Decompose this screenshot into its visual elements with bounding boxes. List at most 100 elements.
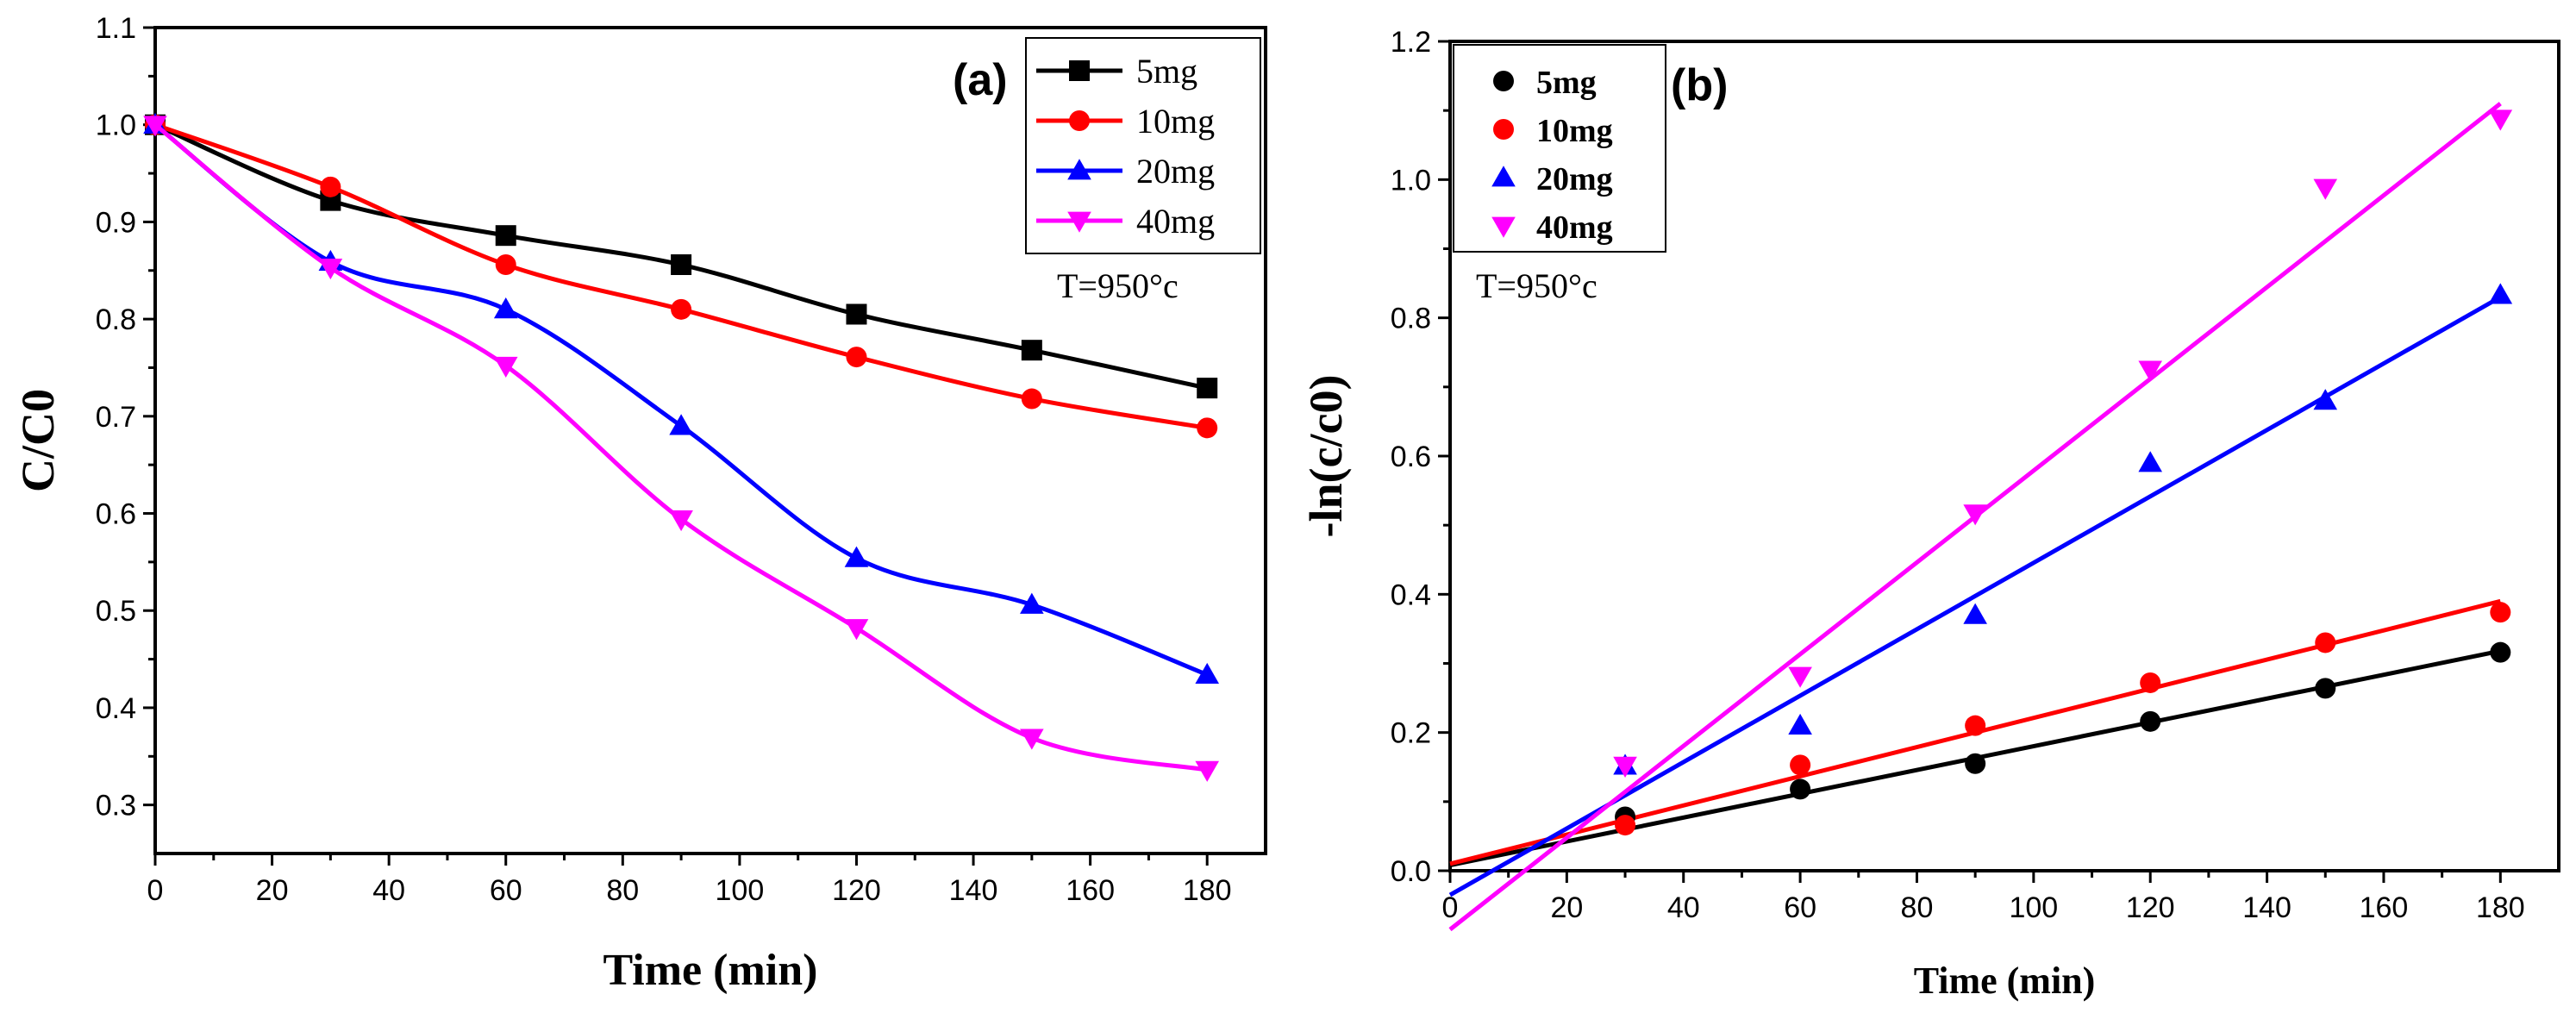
data-point [2313, 389, 2338, 410]
x-tick-label: 140 [949, 874, 998, 907]
data-point [2315, 632, 2336, 653]
y-tick-label: 0.3 [96, 790, 136, 822]
x-tick-label: 20 [1550, 891, 1583, 924]
data-point [2140, 672, 2161, 693]
legend-label: 40mg [1536, 209, 1613, 246]
panel-b-chart: 0 20 40 60 80 100 120 140 160 180 0.0 0.2 0.4 0.6 0.8 1… [1300, 26, 2560, 1002]
y-axis-label: C/C0 [12, 389, 64, 492]
y-tick-label: 0.0 [1391, 855, 1431, 888]
data-point [2490, 602, 2511, 623]
data-point [2138, 451, 2163, 472]
x-tick-label: 80 [1901, 891, 1934, 924]
y-tick-label: 1.0 [96, 109, 136, 142]
y-tick-label: 0.7 [96, 401, 136, 434]
data-point [1965, 715, 1986, 736]
x-tick-label: 160 [2360, 891, 2409, 924]
x-tick-label: 40 [372, 874, 405, 907]
panel-label: (a) [953, 55, 1008, 105]
x-tick-label: 140 [2242, 891, 2292, 924]
data-point [1963, 504, 1987, 526]
data-point [1020, 592, 1044, 614]
data-point [1197, 417, 1218, 439]
data-point [1788, 666, 1812, 688]
data-point [1195, 760, 1220, 782]
data-point [318, 259, 343, 280]
y-tick-label: 0.6 [96, 498, 136, 531]
data-point [2313, 178, 2338, 200]
legend-label: 20mg [1536, 161, 1613, 197]
legend: 5mg 10mg 20mg 40mg [1025, 37, 1261, 254]
data-point [1195, 662, 1220, 684]
legend-swatch-marker [1069, 60, 1090, 81]
y-tick-label: 0.4 [96, 692, 136, 725]
data-point [320, 176, 341, 197]
series-5mg [1615, 641, 2511, 828]
data-point [846, 303, 867, 325]
x-tick-label: 0 [1442, 891, 1459, 924]
data-point [669, 414, 693, 435]
y-tick-label: 0.6 [1391, 441, 1431, 473]
x-tick-label: 120 [2126, 891, 2175, 924]
temperature-annotation: T=950°c [1476, 266, 1597, 305]
y-tick-label: 0.5 [96, 595, 136, 628]
y-tick-label: 1.1 [96, 12, 136, 45]
data-point [2490, 641, 2511, 663]
data-point [2138, 360, 2163, 382]
data-point [1021, 388, 1042, 410]
legend-label: 40mg [1136, 202, 1215, 241]
data-point [493, 297, 518, 319]
data-point [495, 225, 516, 247]
data-point [1021, 340, 1042, 361]
y-tick-label: 0.4 [1391, 578, 1431, 611]
series-40mg [1613, 109, 2513, 778]
x-tick-label: 60 [1784, 891, 1816, 924]
legend-label: 5mg [1136, 52, 1197, 91]
panel-a-chart: 0 20 40 60 80 100 120 140 160 180 0.3 0.4 0.5 0.6 0.7 0… [12, 12, 1267, 995]
data-point [671, 254, 692, 276]
legend-label: 10mg [1536, 113, 1613, 149]
data-point [1197, 378, 1218, 399]
y-tick-label: 1.2 [1391, 26, 1431, 59]
series-20mg [1613, 283, 2513, 775]
legend-swatch-marker [1067, 159, 1091, 180]
legend: 5mg 10mg 20mg 40mg [1453, 44, 1666, 253]
series-40mg [143, 116, 1220, 782]
y-axis-label: -ln(c/c0) [1300, 375, 1352, 538]
data-point [1790, 779, 1811, 800]
y-tick-label: 0.9 [96, 206, 136, 239]
legend-box [1025, 37, 1261, 254]
x-tick-label: 180 [2476, 891, 2525, 924]
legend-label: 20mg [1136, 152, 1215, 191]
x-tick-label: 60 [490, 874, 522, 907]
x-tick-label: 180 [1183, 874, 1232, 907]
data-point [846, 347, 867, 368]
data-point [844, 619, 869, 641]
legend-swatch-marker [1069, 110, 1090, 131]
data-point [1965, 753, 1986, 774]
data-point [1788, 713, 1812, 735]
x-tick-label: 160 [1066, 874, 1115, 907]
data-point [2315, 678, 2336, 699]
data-point [493, 356, 518, 378]
data-point [844, 546, 869, 567]
legend-swatch-marker [1067, 211, 1091, 233]
x-tick-label: 0 [147, 874, 164, 907]
x-tick-label: 40 [1667, 891, 1700, 924]
x-axis-label: Time (min) [1914, 960, 2096, 1002]
y-tick-label: 0.2 [1391, 717, 1431, 750]
series-10mg [1615, 602, 2511, 836]
x-axis-label: Time (min) [603, 946, 818, 995]
data-point [2488, 109, 2513, 131]
data-point [1790, 754, 1811, 776]
x-tick-label: 100 [2009, 891, 2058, 924]
legend-swatch-marker [1491, 216, 1516, 238]
plot-frame [153, 26, 1267, 855]
data-point [1615, 815, 1636, 836]
data-point [495, 254, 516, 276]
x-tick-label: 100 [716, 874, 765, 907]
legend-swatch-marker [1493, 119, 1514, 140]
data-point [2488, 283, 2513, 304]
y-tick-label: 0.8 [96, 303, 136, 336]
y-tick-label: 1.0 [1391, 164, 1431, 197]
